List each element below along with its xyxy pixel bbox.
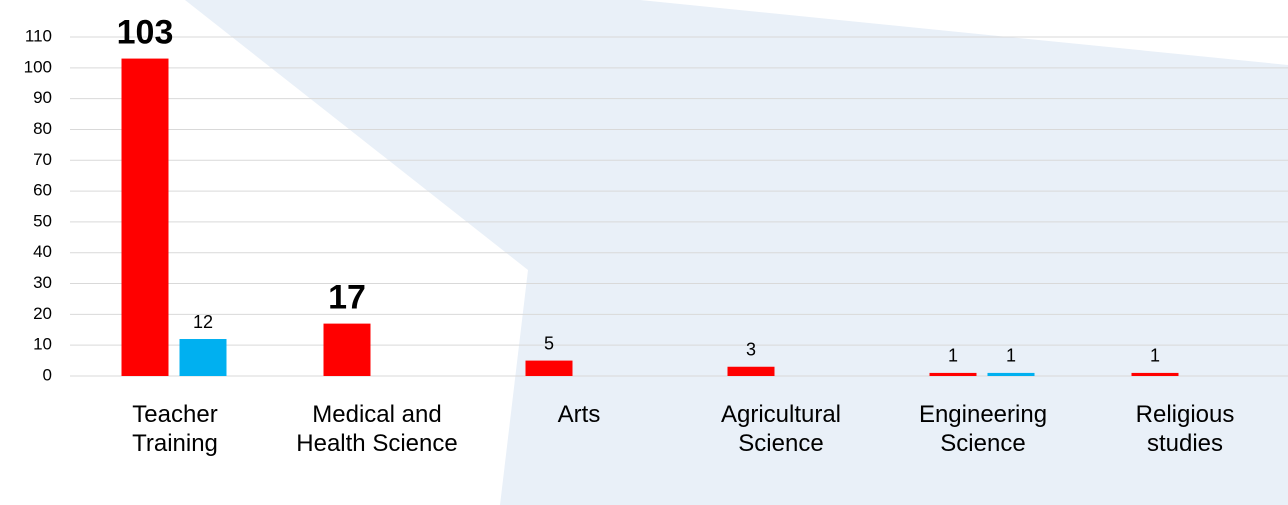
y-tick-label: 70 (33, 150, 52, 169)
x-tick-label: Arts (557, 401, 601, 428)
x-tick-label: Agricultural Science (720, 401, 842, 457)
bar (525, 360, 573, 376)
data-label: 103 (117, 14, 174, 52)
x-tick-label: Teacher Training (132, 401, 218, 457)
bar (1131, 372, 1179, 376)
data-label: 12 (193, 312, 213, 332)
bar (929, 372, 977, 376)
y-tick-label: 60 (33, 181, 52, 200)
bar (121, 58, 169, 377)
bar (179, 339, 227, 376)
y-tick-label: 40 (33, 242, 52, 261)
y-tick-label: 90 (33, 88, 52, 107)
x-tick-label: Religious studies (1135, 401, 1235, 457)
bar (727, 366, 775, 376)
data-label: 5 (544, 333, 554, 353)
y-tick-label: 0 (43, 365, 52, 384)
y-tick-label: 50 (33, 211, 52, 230)
bar (323, 323, 371, 376)
x-tick-label: Medical and Health Science (296, 401, 458, 457)
y-tick-label: 20 (33, 304, 52, 323)
y-tick-label: 30 (33, 273, 52, 292)
y-tick-label: 100 (24, 57, 52, 76)
y-tick-label: 10 (33, 335, 52, 354)
y-tick-label: 110 (25, 26, 52, 45)
data-label: 1 (948, 346, 958, 366)
data-label: 3 (746, 340, 756, 360)
data-label: 1 (1006, 346, 1016, 366)
data-label: 17 (328, 279, 366, 317)
x-tick-label: Engineering Science (918, 401, 1048, 457)
y-tick-label: 80 (33, 119, 52, 138)
data-label: 1 (1150, 346, 1160, 366)
bar (987, 372, 1035, 376)
